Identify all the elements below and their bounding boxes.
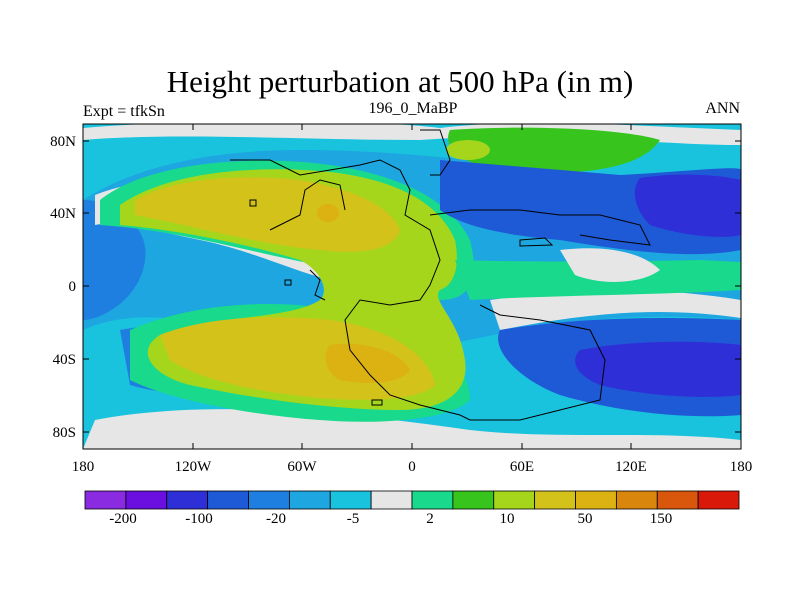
y-tick-label: 40S <box>53 352 76 368</box>
colorbar-label: -100 <box>185 511 213 527</box>
colorbar-label: 2 <box>426 511 434 527</box>
colorbar-swatch <box>249 491 290 509</box>
colorbar-swatch <box>289 491 330 509</box>
north-high-max <box>317 204 339 222</box>
x-tick-label: 180 <box>72 459 95 475</box>
northeast-high-max <box>446 140 490 160</box>
x-tick-label: 60E <box>510 459 534 475</box>
x-tick-label: 120E <box>615 459 647 475</box>
colorbar-swatch <box>698 491 739 509</box>
colorbar-label: -5 <box>347 511 360 527</box>
x-tick-label: 0 <box>408 459 416 475</box>
colorbar-swatch <box>126 491 167 509</box>
y-tick-label: 0 <box>69 279 77 295</box>
colorbar-swatch <box>657 491 698 509</box>
y-tick-label: 40N <box>50 206 76 222</box>
colorbar-swatch <box>616 491 657 509</box>
colorbar-labels: -200 -100 -20 -5 2 10 50 150 <box>109 511 672 527</box>
colorbar-swatch <box>371 491 412 509</box>
colorbar-swatch <box>208 491 249 509</box>
colorbar <box>85 491 739 509</box>
colorbar-swatch <box>330 491 371 509</box>
colorbar-swatch <box>85 491 126 509</box>
y-tick-label: 80N <box>50 134 76 150</box>
colorbar-label: 50 <box>578 511 593 527</box>
colorbar-label: -200 <box>109 511 137 527</box>
colorbar-swatch <box>167 491 208 509</box>
x-tick-label: 180 <box>730 459 753 475</box>
x-tick-label: 60W <box>287 459 317 475</box>
y-tick-label: 80S <box>53 425 76 441</box>
colorbar-swatch <box>494 491 535 509</box>
colorbar-swatch <box>453 491 494 509</box>
map-field <box>83 121 741 449</box>
x-tick-label: 120W <box>175 459 213 475</box>
colorbar-swatch <box>412 491 453 509</box>
colorbar-label: -20 <box>266 511 286 527</box>
map-figure: 180 120W 60W 0 60E 120E 180 80N 40N 0 40… <box>0 0 800 600</box>
colorbar-swatch <box>535 491 576 509</box>
colorbar-label: 10 <box>500 511 515 527</box>
colorbar-swatch <box>576 491 617 509</box>
colorbar-label: 150 <box>650 511 673 527</box>
